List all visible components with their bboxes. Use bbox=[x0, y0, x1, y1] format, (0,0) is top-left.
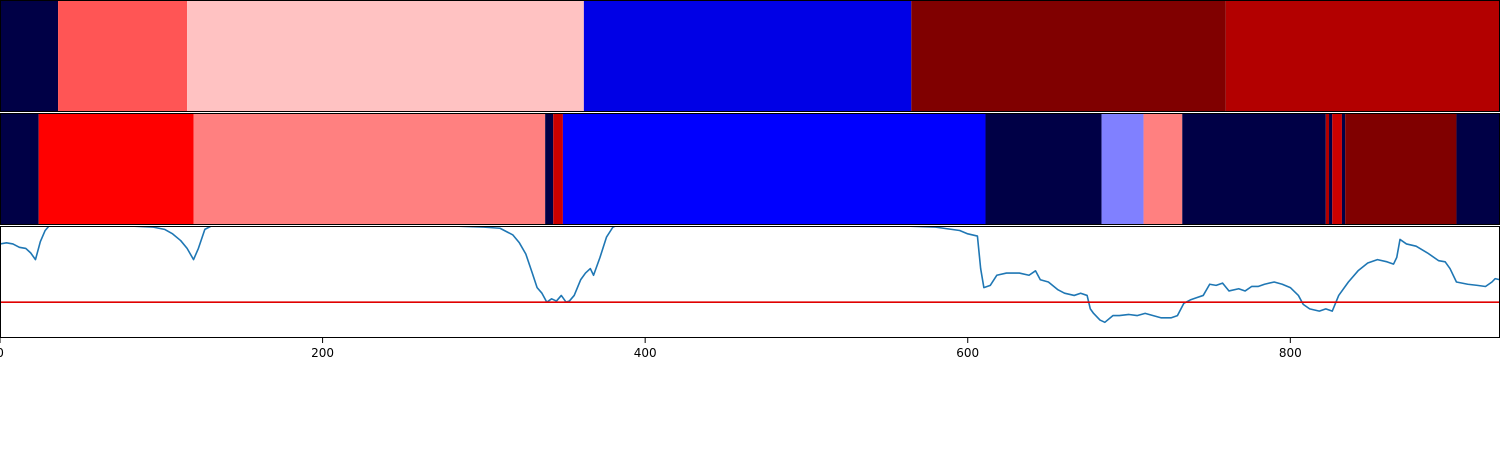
heatmap-segment bbox=[562, 113, 986, 225]
heatmap-segment bbox=[985, 113, 1102, 225]
heatmap-segment bbox=[583, 0, 912, 112]
middle-heatmap-strip bbox=[0, 113, 1500, 225]
heatmap-segment bbox=[911, 0, 1226, 112]
series-line bbox=[0, 226, 1500, 324]
x-tick-label: 600 bbox=[956, 346, 979, 360]
heatmap-segment bbox=[1332, 113, 1342, 225]
heatmap-segment bbox=[1325, 113, 1330, 225]
x-tick-label: 400 bbox=[634, 346, 657, 360]
heatmap-segment bbox=[187, 0, 584, 112]
heatmap-segment bbox=[1225, 0, 1500, 112]
x-axis: 0 200 400 600 800 bbox=[0, 338, 1302, 360]
heatmap-segment bbox=[193, 113, 546, 225]
heatmap-segment bbox=[58, 0, 188, 112]
x-tick-label: 800 bbox=[1279, 346, 1302, 360]
heatmap-segment bbox=[1341, 113, 1346, 225]
heatmap-segment bbox=[1101, 113, 1144, 225]
top-heatmap-strip bbox=[0, 0, 1500, 112]
heatmap-segment bbox=[1456, 113, 1500, 225]
heatmap-segment bbox=[545, 113, 554, 225]
heatmap-segment bbox=[38, 113, 194, 225]
line-plot-panel bbox=[0, 226, 1500, 338]
heatmap-segment bbox=[0, 0, 59, 112]
heatmap-segment bbox=[1345, 113, 1457, 225]
heatmap-segment bbox=[1182, 113, 1326, 225]
heatmap-segment bbox=[1143, 113, 1183, 225]
heatmap-segment bbox=[1329, 113, 1333, 225]
x-tick-label: 0 bbox=[0, 346, 4, 360]
plot-background bbox=[0, 226, 1500, 338]
heatmap-segment bbox=[0, 113, 39, 225]
heatmap-segment bbox=[553, 113, 563, 225]
x-tick-label: 200 bbox=[311, 346, 334, 360]
